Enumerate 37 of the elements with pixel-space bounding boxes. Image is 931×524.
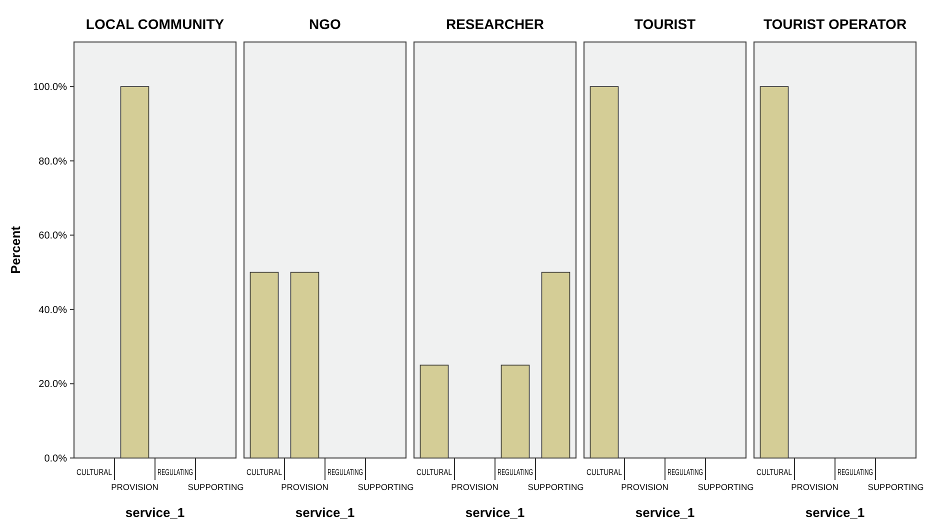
y-tick-label: 100.0% [33,82,68,94]
y-tick-label: 0.0% [44,454,68,464]
chart-title: LOCAL COMMUNITY [86,16,225,32]
y-tick-label: 60.0% [38,230,68,242]
y-tick-label: 20.0% [38,379,68,390]
x-tick-label: CULTURAL [76,467,121,477]
x-tick-label: SUPPORTING [188,482,244,492]
x-tick-label: REGULATING [158,467,212,477]
x-tick-label: PROVISION [111,482,158,492]
x-tick-label: SUPPORTING [868,482,924,492]
x-tick-label: SUPPORTING [528,482,584,492]
x-tick-label: REGULATING [668,467,722,477]
x-axis-title: service_1 [125,505,185,520]
y-axis-title: Percent [8,225,23,274]
x-tick-label: SUPPORTING [358,482,414,492]
x-tick-label: PROVISION [451,482,498,492]
chart-title: TOURIST [634,16,696,32]
chart-title: NGO [309,16,342,32]
x-tick-label: PROVISION [791,482,838,492]
x-axis-title: service_1 [635,505,695,520]
x-axis-title: service_1 [805,505,865,520]
x-tick-label: CULTURAL [416,467,461,477]
x-tick-label: REGULATING [838,467,892,477]
x-tick-label: CULTURAL [586,467,631,477]
x-tick-label: CULTURAL [756,467,801,477]
x-tick-label: PROVISION [281,482,328,492]
y-tick-label: 80.0% [38,156,68,168]
x-tick-label: CULTURAL [246,467,291,477]
chart-title: TOURIST OPERATOR [763,16,907,32]
y-tick-label: 40.0% [38,304,68,316]
x-tick-label: REGULATING [328,467,382,477]
x-axis-title: service_1 [295,505,355,520]
x-axis-title: service_1 [465,505,525,520]
x-tick-label: SUPPORTING [698,482,754,492]
x-tick-label: PROVISION [621,482,668,492]
x-tick-label: REGULATING [498,467,552,477]
chart-title: RESEARCHER [446,16,544,32]
